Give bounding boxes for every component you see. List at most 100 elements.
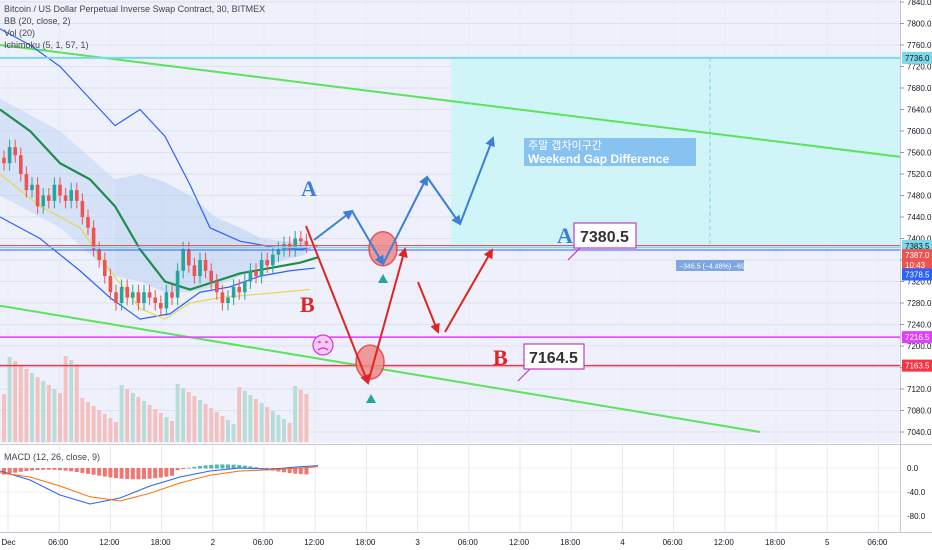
bb-basis — [0, 108, 319, 291]
ichimoku-cloud — [115, 174, 305, 293]
macd-histogram-bar — [164, 468, 169, 477]
volume-bar — [2, 394, 6, 442]
price-tick-label: 7520.0 — [907, 170, 932, 179]
price-tag — [902, 268, 932, 281]
volume-bar — [58, 393, 62, 442]
price-tag-label: 7216.5 — [905, 333, 930, 342]
candle-body — [231, 286, 236, 298]
volume-bar — [282, 419, 286, 442]
macd-histogram-bar — [304, 468, 309, 475]
candle-body — [52, 184, 57, 201]
volume-bar — [52, 389, 57, 442]
macd-histogram-bar — [181, 468, 186, 470]
callout-a-pointer — [567, 247, 581, 261]
macd-histogram-bar — [254, 467, 258, 469]
volume-bar — [209, 408, 214, 442]
bb-upper-band — [0, 28, 319, 250]
volume-bar — [7, 357, 12, 442]
candle-body — [181, 249, 185, 271]
candle-body — [287, 243, 292, 250]
volume-bar — [18, 365, 23, 442]
candle-body — [119, 286, 124, 303]
candle-body — [7, 147, 12, 164]
price-tick-label: 7320.0 — [907, 278, 932, 287]
macd-histogram-bar — [186, 467, 191, 469]
ichimoku-cloud-layer — [0, 98, 305, 293]
volume-bar — [74, 364, 79, 442]
macd-histogram-bar — [242, 465, 247, 469]
price-tick-label: 7240.0 — [907, 321, 932, 330]
volume-bar — [186, 392, 191, 442]
volume-bar — [170, 421, 174, 442]
level-lines-layer — [0, 56, 900, 367]
time-tick-label: 18:00 — [151, 538, 172, 547]
price-tick-label: 7720.0 — [907, 63, 932, 72]
time-tick-label: 06:00 — [663, 538, 684, 547]
volume-bar — [86, 402, 90, 442]
volume-bar — [108, 418, 113, 442]
scenario-arrows-layer — [305, 136, 495, 403]
volume-bar — [97, 410, 102, 442]
macd-histogram-bar — [287, 468, 292, 474]
candle-body — [75, 190, 79, 201]
candle-body — [147, 292, 152, 298]
ichimoku-indicator-label: Ichimoku (5, 1, 57, 1) — [4, 40, 89, 50]
volume-bar — [102, 414, 107, 442]
macd-histogram-bar — [13, 468, 18, 473]
signal-up-icon-b — [366, 394, 376, 403]
signal-up-icon — [378, 274, 388, 283]
candle-body — [293, 238, 297, 250]
price-tick-label: 7760.0 — [907, 41, 932, 50]
candle-body — [265, 260, 269, 266]
volume-bar — [203, 404, 208, 442]
macd-histogram-bar — [175, 468, 180, 471]
time-tick-label: 5 — [825, 538, 830, 547]
price-tag — [902, 249, 932, 262]
volume-bar — [164, 417, 169, 442]
macd-histogram-bar — [142, 468, 146, 480]
candle-body — [103, 260, 107, 277]
macd-histogram-bar — [298, 468, 303, 475]
scenario-a-label: A — [301, 176, 317, 201]
candle-body — [35, 184, 40, 207]
volume-bar — [181, 388, 186, 442]
callout-b-box — [523, 343, 585, 370]
volume-bar — [248, 395, 253, 442]
time-tick-label: 06:00 — [458, 538, 479, 547]
candle-body — [187, 249, 191, 266]
candle-body — [175, 270, 180, 298]
price-tick-label: 7200.0 — [907, 342, 932, 351]
macd-histogram-bar — [91, 468, 96, 475]
macd-histogram-bar — [86, 468, 90, 474]
candle-body — [80, 200, 85, 217]
candle-body — [198, 260, 202, 277]
volume-bar — [293, 386, 298, 442]
price-tick-label: 7400.0 — [907, 235, 932, 244]
price-tick-label: 7800.0 — [907, 20, 932, 29]
macd-histogram-bar — [119, 468, 124, 479]
macd-histogram-bar — [52, 468, 57, 470]
volume-bar — [192, 396, 197, 442]
macd-histogram-bar — [136, 468, 141, 480]
price-tag-label: 7387.0 — [905, 251, 930, 260]
macd-histogram-bar — [209, 464, 214, 469]
macd-tick-label: 0.0 — [907, 464, 919, 473]
macd-indicator-label: MACD (12, 26, close, 9) — [4, 452, 100, 462]
candle-body — [91, 227, 96, 250]
candle-body — [108, 276, 113, 293]
price-tick-label: 7440.0 — [907, 213, 932, 222]
volume-bar — [63, 356, 68, 442]
macd-histogram-bar — [108, 468, 113, 478]
candle-body — [47, 195, 51, 201]
macd-histogram-bar — [282, 468, 286, 473]
volume-bar — [214, 412, 219, 442]
scenario-a-arrow — [382, 175, 428, 265]
gap-label-english: Weekend Gap Difference — [528, 152, 669, 166]
volume-bar — [220, 416, 225, 442]
scenario-a-arrow — [313, 209, 354, 241]
measure-label-box — [676, 260, 744, 271]
candle-body — [125, 286, 129, 298]
